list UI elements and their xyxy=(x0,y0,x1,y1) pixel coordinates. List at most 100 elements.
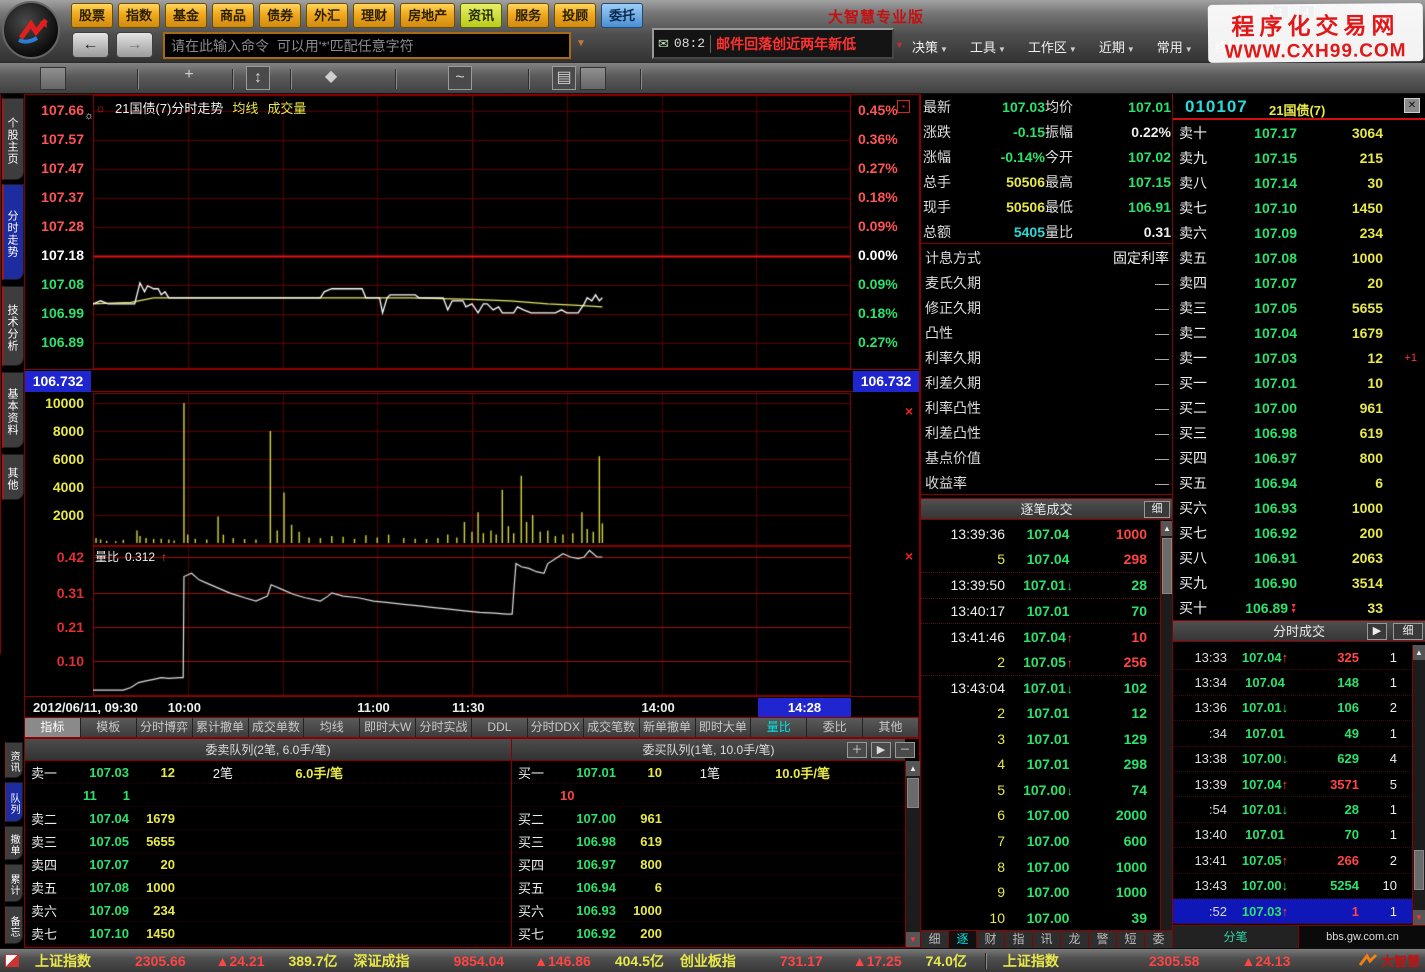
volume-chart[interactable] xyxy=(93,393,851,546)
sell-level-row[interactable]: 卖二 107.04 1679 xyxy=(1173,320,1425,345)
tick-trade-row[interactable]: 2 107.05↑ 256 xyxy=(921,649,1160,675)
move-icon[interactable]: + xyxy=(184,66,194,83)
indicator-tab-量比[interactable]: 量比 xyxy=(751,718,808,737)
command-input[interactable] xyxy=(165,34,569,57)
queue-sidebar-item-队列[interactable]: 队列 xyxy=(5,782,23,822)
tick-trade-row[interactable]: 7 107.00 600 xyxy=(921,828,1160,854)
forward-button[interactable]: → xyxy=(116,32,153,58)
tick-detail-button[interactable]: 细 xyxy=(1144,501,1170,518)
menu-button-服务[interactable]: 服务 xyxy=(507,3,550,28)
scroll-down-icon[interactable]: ▼ xyxy=(1413,910,1425,925)
indicator-tab-指标[interactable]: 指标 xyxy=(25,718,81,737)
minute-trade-row[interactable]: 13:34 107.04 148 1 xyxy=(1173,670,1412,696)
queue-scrollbar[interactable]: ▲ ▼ xyxy=(905,761,920,947)
buy-level-row[interactable]: 买四 106.97 800 xyxy=(1173,445,1425,470)
mini-tab-短[interactable]: 短 xyxy=(1117,931,1145,948)
tick-trade-row[interactable]: 10 107.00 39 xyxy=(921,905,1160,931)
sort-updown-icon[interactable]: ↕ xyxy=(246,66,270,90)
liangbi-pane-close-icon[interactable]: × xyxy=(905,548,914,564)
buy-queue-row[interactable]: 买三 106.98 619 xyxy=(512,830,905,853)
tab-fenbi[interactable]: 分笔 xyxy=(1173,926,1299,948)
indicator-tab-模板[interactable]: 模板 xyxy=(80,718,137,737)
sell-queue-row[interactable]: 卖七 107.10 1450 xyxy=(25,922,511,945)
queue-sidebar-item-撤单[interactable]: 撤单 xyxy=(5,826,23,860)
mini-tab-委[interactable]: 委 xyxy=(1145,931,1173,948)
command-dropdown-icon[interactable]: ▼ xyxy=(576,38,586,49)
sell-queue-best-row[interactable]: 卖一 107.03 12 2笔 6.0手/笔 xyxy=(25,761,511,784)
buy-queue-row[interactable]: 买五 106.94 6 xyxy=(512,876,905,899)
tick-trade-row[interactable]: 2 107.01 12 xyxy=(921,700,1160,726)
liangbi-chart[interactable] xyxy=(93,546,851,696)
scroll-thumb[interactable] xyxy=(1162,538,1172,594)
menu-button-房地产[interactable]: 房地产 xyxy=(400,3,456,28)
buy-queue-row[interactable]: 买六 106.93 1000 xyxy=(512,899,905,922)
sell-queue-row[interactable]: 卖二 107.04 1679 xyxy=(25,807,511,830)
sidebar-item-分时走势[interactable]: 分时走势 xyxy=(2,184,24,280)
legend-avg[interactable]: 均线 xyxy=(232,101,259,116)
mini-tab-讯[interactable]: 讯 xyxy=(1033,931,1061,948)
indicator-tab-委比[interactable]: 委比 xyxy=(807,718,864,737)
indicator-tab-即时大W[interactable]: 即时大W xyxy=(360,718,417,737)
mini-tab-细[interactable]: 细 xyxy=(921,931,949,948)
price-chart[interactable] xyxy=(93,95,851,369)
sell-level-row[interactable]: 卖三 107.05 5655 xyxy=(1173,295,1425,320)
status-window-icon[interactable] xyxy=(5,954,19,967)
tick-trade-row[interactable]: 13:39:50 107.01↓ 28 xyxy=(921,572,1160,598)
tick-trade-row[interactable]: 3 107.01 129 xyxy=(921,726,1160,752)
sell-level-row[interactable]: 卖九 107.15 215 xyxy=(1173,145,1425,170)
menu-button-股票[interactable]: 股票 xyxy=(71,3,114,28)
menu-button-资讯[interactable]: 资讯 xyxy=(460,3,503,28)
index-name[interactable]: 上证指数 xyxy=(1002,952,1059,969)
bbs-link[interactable]: bbs.gw.com.cn xyxy=(1299,926,1425,948)
sidebar-item-基本资料[interactable]: 基本资料 xyxy=(2,372,24,448)
minute-trade-row[interactable]: :34 107.01 49 1 xyxy=(1173,721,1412,747)
minute-trade-row[interactable]: :54 107.01↓ 28 1 xyxy=(1173,797,1412,823)
settings-gear-icon[interactable]: ☼ xyxy=(95,100,106,115)
menu-常用[interactable]: 常用 ▼ xyxy=(1156,40,1193,55)
minute-trade-row[interactable]: 13:38 107.00↓ 629 4 xyxy=(1173,747,1412,772)
minute-trade-row[interactable]: :52 107.03↑ 1 1 xyxy=(1173,898,1412,925)
buy-level-row[interactable]: 买三 106.98 619 xyxy=(1173,420,1425,445)
queue-play-button[interactable]: ▶ xyxy=(871,742,891,758)
alert-diamond-icon[interactable]: ◆ xyxy=(324,68,338,85)
queue-add-button[interactable]: ＋ xyxy=(847,742,867,758)
buy-level-row[interactable]: 买八 106.91 2063 xyxy=(1173,545,1425,570)
pane-option-icon[interactable]: ▪ xyxy=(897,100,910,113)
minute-trade-row[interactable]: 13:33 107.04↑ 325 1 xyxy=(1173,645,1412,671)
tick-trade-row[interactable]: 13:39:36 107.04 1000 xyxy=(921,521,1160,547)
legend-volume[interactable]: 成交量 xyxy=(267,101,307,116)
tick-trade-row[interactable]: 5 107.00↓ 74 xyxy=(921,777,1160,803)
indicator-tab-其他[interactable]: 其他 xyxy=(863,718,919,737)
menu-近期[interactable]: 近期 ▼ xyxy=(1098,40,1135,55)
tick-trade-row[interactable]: 4 107.01 298 xyxy=(921,751,1160,777)
queue-sidebar-item-累计[interactable]: 累计 xyxy=(5,864,23,902)
menu-工作区[interactable]: 工作区 ▼ xyxy=(1027,40,1077,55)
scroll-thumb[interactable] xyxy=(1414,850,1424,890)
toolbar-blank-button[interactable] xyxy=(40,67,66,90)
scroll-thumb[interactable] xyxy=(907,778,919,808)
tick-trade-row[interactable]: 13:40:17 107.01 70 xyxy=(921,597,1160,624)
index-name[interactable]: 上证指数 xyxy=(35,952,91,969)
index-name[interactable]: 创业板指 xyxy=(679,952,736,969)
tick-trade-row[interactable]: 6 107.00 2000 xyxy=(921,803,1160,829)
index-name[interactable]: 深证成指 xyxy=(353,952,410,969)
buy-level-row[interactable]: 买二 107.00 961 xyxy=(1173,395,1425,420)
buy-level-row[interactable]: 买六 106.93 1000 xyxy=(1173,495,1425,520)
tick-scrollbar[interactable]: ▲ xyxy=(1160,521,1173,930)
sell-level-row[interactable]: 卖四 107.07 20 xyxy=(1173,270,1425,295)
queue-sidebar-item-备忘[interactable]: 备忘 xyxy=(5,906,23,944)
buy-queue-row[interactable]: 买七 106.92 200 xyxy=(512,922,905,945)
queue-sidebar-item-资讯[interactable]: 资讯 xyxy=(5,742,23,778)
menu-button-商品[interactable]: 商品 xyxy=(212,3,255,28)
indicator-tab-即时大单[interactable]: 即时大单 xyxy=(695,718,752,737)
sell-level-row[interactable]: 卖七 107.10 1450 xyxy=(1173,195,1425,220)
minute-play-button[interactable]: ▶ xyxy=(1367,623,1387,640)
indicator-tab-DDL[interactable]: DDL xyxy=(472,718,528,737)
news-doc-icon[interactable]: ▤ xyxy=(552,66,576,90)
minute-trade-row[interactable]: 13:36 107.01↓ 106 2 xyxy=(1173,696,1412,722)
menu-button-投顾[interactable]: 投顾 xyxy=(554,3,597,28)
sidebar-item-其他[interactable]: 其他 xyxy=(2,454,24,500)
sell-queue-row[interactable]: 卖四 107.07 20 xyxy=(25,853,511,876)
back-button[interactable]: ← xyxy=(72,32,109,58)
minute-trade-row[interactable]: 13:40 107.01 70 1 xyxy=(1173,823,1412,849)
